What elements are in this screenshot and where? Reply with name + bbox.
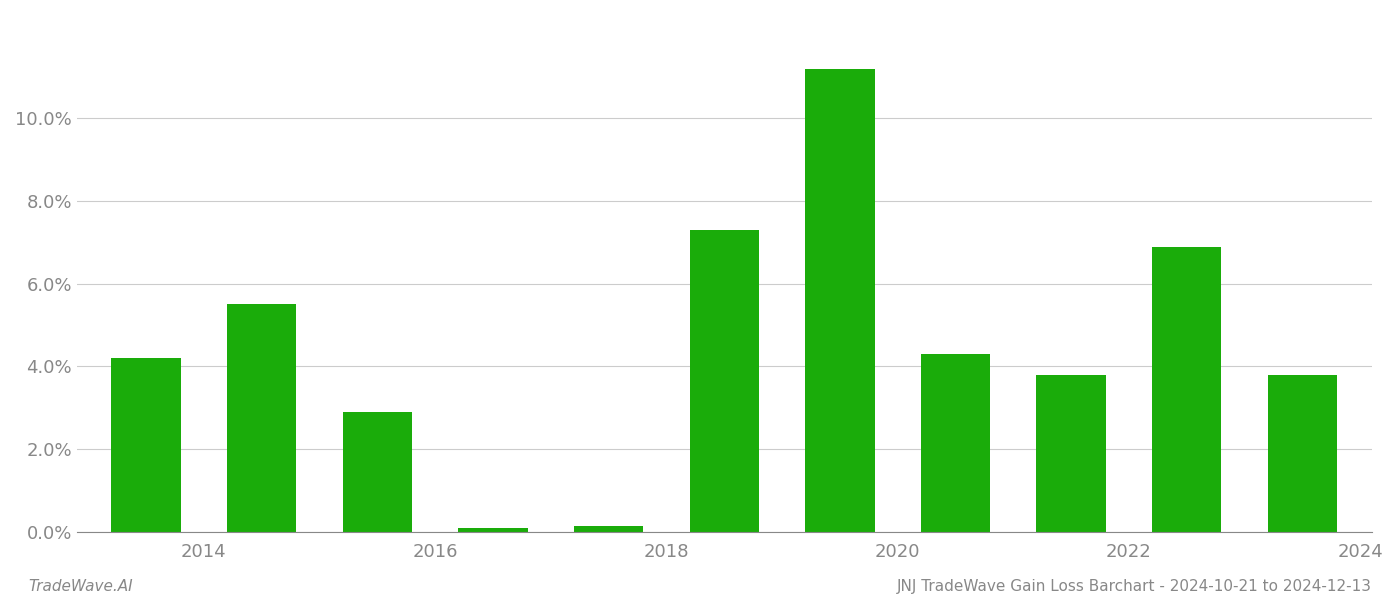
Bar	[574, 526, 643, 532]
Bar	[1268, 375, 1337, 532]
Bar	[227, 304, 297, 532]
Bar	[458, 528, 528, 532]
Bar	[1152, 247, 1221, 532]
Bar	[112, 358, 181, 532]
Bar	[343, 412, 412, 532]
Bar	[805, 69, 875, 532]
Text: JNJ TradeWave Gain Loss Barchart - 2024-10-21 to 2024-12-13: JNJ TradeWave Gain Loss Barchart - 2024-…	[897, 579, 1372, 594]
Bar	[921, 354, 990, 532]
Bar	[1036, 375, 1106, 532]
Text: TradeWave.AI: TradeWave.AI	[28, 579, 133, 594]
Bar	[690, 230, 759, 532]
